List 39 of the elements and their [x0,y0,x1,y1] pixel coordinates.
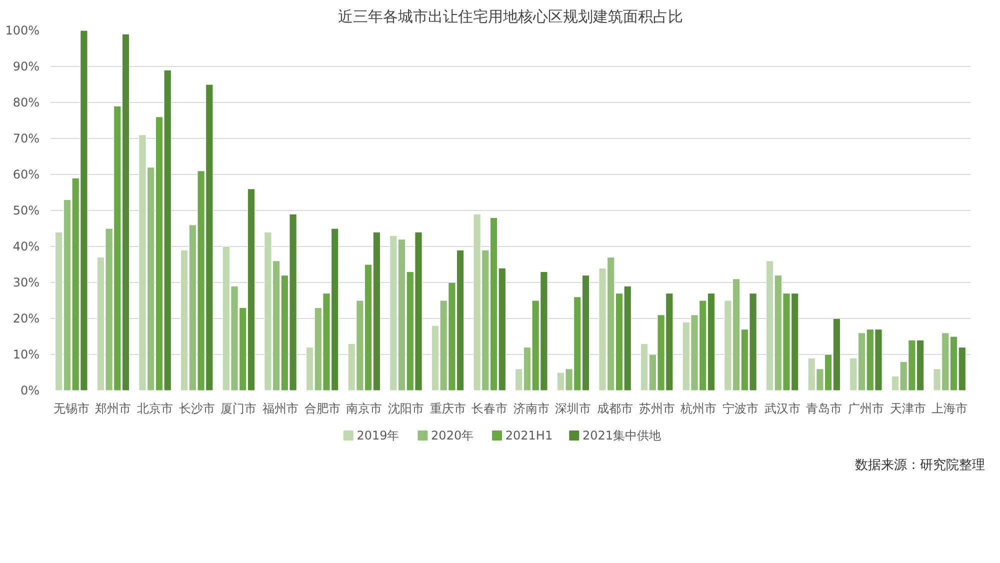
x-tick-label: 苏州市 [638,402,675,416]
x-tick-label: 重庆市 [430,402,466,416]
x-tick-label: 广州市 [848,402,884,416]
y-tick-label: 80% [12,96,40,110]
x-tick-label: 武汉市 [764,402,800,416]
x-tick-label: 深圳市 [555,402,592,416]
x-tick-label: 青岛市 [806,402,842,416]
x-tick-label: 无锡市 [53,402,90,416]
legend-label: 2020年 [431,428,474,442]
x-tick-label: 沈阳市 [388,402,424,416]
x-tick-label: 杭州市 [680,402,717,416]
y-tick-label: 70% [12,132,40,146]
x-tick-label: 厦门市 [220,402,257,416]
y-tick-label: 90% [12,60,40,74]
x-tick-label: 南京市 [346,402,382,416]
x-tick-label: 郑州市 [95,402,132,416]
y-tick-label: 40% [12,240,40,254]
y-tick-label: 0% [20,384,40,398]
x-tick-label: 福州市 [262,402,298,416]
x-tick-label: 宁波市 [722,402,758,416]
x-tick-label: 合肥市 [304,402,340,416]
source-note: 数据来源：研究院整理 [855,457,985,475]
x-tick-label: 北京市 [137,402,174,416]
y-tick-label: 10% [12,348,40,362]
chart-title: 近三年各城市出让住宅用地核心区规划建筑面积占比 [338,8,683,26]
x-tick-label: 天津市 [890,402,926,416]
y-tick-label: 100% [5,24,40,38]
x-tick-label: 长春市 [472,402,508,416]
legend-label: 2021集中供地 [582,428,662,442]
x-tick-label: 济南市 [513,402,550,416]
y-tick-label: 50% [12,204,40,218]
legend-label: 2019年 [356,428,400,442]
y-tick-label: 60% [12,168,40,182]
x-tick-label: 长沙市 [178,402,215,416]
y-tick-label: 30% [12,276,40,290]
x-tick-label: 上海市 [932,402,968,416]
y-tick-label: 20% [12,312,40,326]
x-tick-label: 成都市 [597,402,634,416]
legend-label: 2021H1 [505,428,553,442]
